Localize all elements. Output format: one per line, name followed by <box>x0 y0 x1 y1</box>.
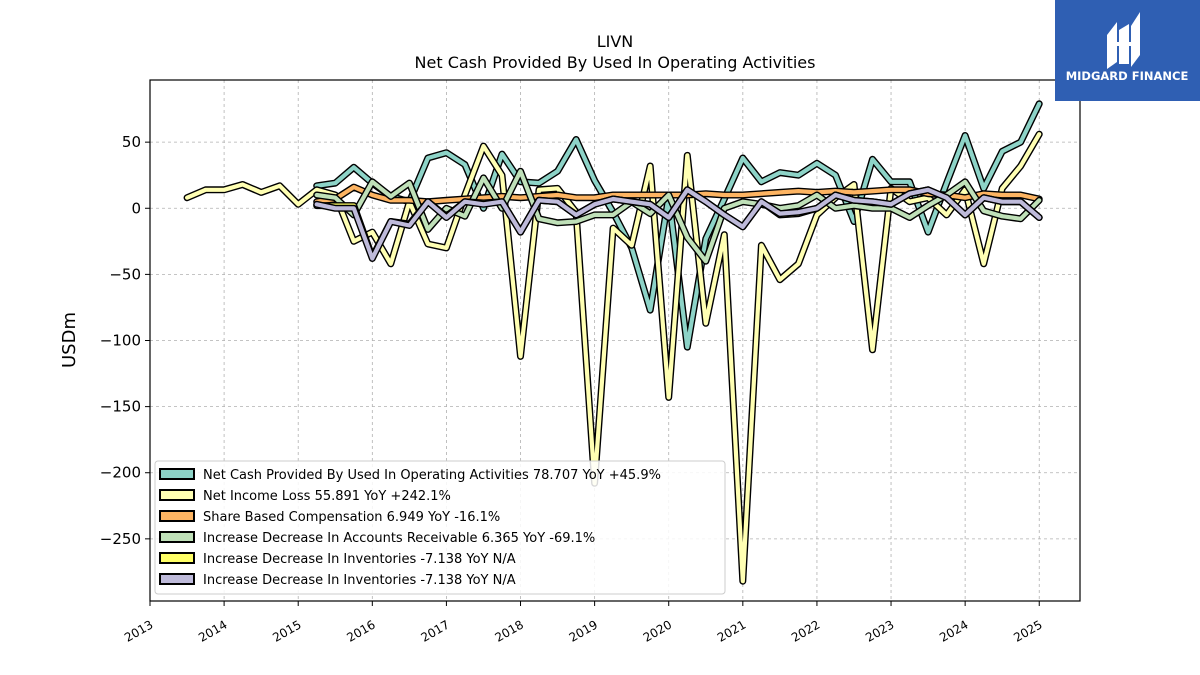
y-tick-label: −100 <box>100 332 141 350</box>
legend-entry: Net Income Loss 55.891 YoY +242.1% <box>159 489 451 504</box>
y-tick-label: −150 <box>100 398 141 416</box>
legend-entry: Net Cash Provided By Used In Operating A… <box>159 468 661 483</box>
y-axis-label: USDm <box>59 312 80 368</box>
legend-label: Net Cash Provided By Used In Operating A… <box>203 468 661 483</box>
series-line <box>313 167 1043 265</box>
legend-swatch <box>159 573 195 585</box>
legend: Net Cash Provided By Used In Operating A… <box>154 460 726 595</box>
series-lines <box>183 100 1043 585</box>
legend-label: Net Income Loss 55.891 YoY +242.1% <box>203 489 451 504</box>
legend-swatch <box>159 489 195 501</box>
logo-mark-icon <box>1107 12 1140 69</box>
legend-label: Share Based Compensation 6.949 YoY -16.1… <box>203 510 500 525</box>
y-tick-label: −50 <box>109 265 141 283</box>
legend-swatch <box>159 468 195 480</box>
legend-label: Increase Decrease In Inventories -7.138 … <box>203 573 516 588</box>
brand-logo: MIDGARD FINANCE <box>1055 0 1200 101</box>
chart-title: LIVN <box>597 32 634 51</box>
y-tick-label: −250 <box>100 530 141 548</box>
y-tick-label: −200 <box>100 464 141 482</box>
legend-swatch <box>159 552 195 564</box>
y-tick-label: 0 <box>131 199 141 217</box>
series-line <box>313 186 1043 262</box>
legend-label: Increase Decrease In Inventories -7.138 … <box>203 552 516 567</box>
series-stroke <box>314 187 1042 261</box>
legend-entry: Increase Decrease In Inventories -7.138 … <box>159 573 516 588</box>
legend-swatch <box>159 510 195 522</box>
legend-entry: Increase Decrease In Accounts Receivable… <box>159 531 595 546</box>
legend-entry: Share Based Compensation 6.949 YoY -16.1… <box>159 510 500 525</box>
chart-subtitle: Net Cash Provided By Used In Operating A… <box>415 53 816 72</box>
legend-swatch <box>159 531 195 543</box>
legend-box <box>154 460 726 595</box>
y-tick-label: 50 <box>122 133 141 151</box>
series-stroke <box>314 169 1042 264</box>
legend-label: Increase Decrease In Accounts Receivable… <box>203 531 595 546</box>
logo-text: MIDGARD FINANCE <box>1066 69 1189 83</box>
legend-entry: Increase Decrease In Inventories -7.138 … <box>159 552 516 567</box>
